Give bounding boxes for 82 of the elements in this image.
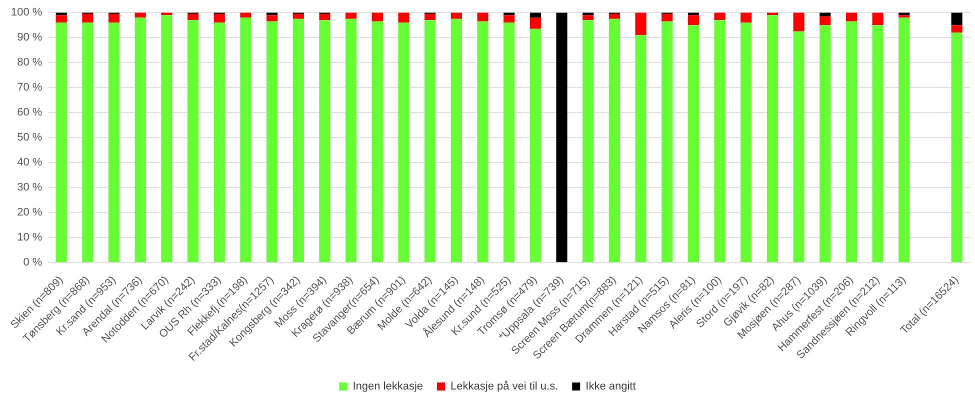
bar bbox=[820, 12, 831, 16]
bar bbox=[635, 35, 646, 262]
bar bbox=[134, 12, 146, 18]
bar bbox=[820, 16, 831, 26]
bar bbox=[398, 12, 410, 23]
bar bbox=[56, 22, 67, 262]
bar bbox=[608, 14, 620, 19]
bar bbox=[530, 12, 541, 18]
bar bbox=[346, 12, 357, 19]
bar bbox=[846, 21, 858, 262]
bar bbox=[608, 18, 620, 262]
y-tick-label: 60 % bbox=[17, 106, 42, 119]
bar bbox=[319, 14, 330, 20]
bar bbox=[424, 14, 436, 20]
bar bbox=[108, 22, 120, 262]
bar bbox=[372, 21, 383, 262]
bar bbox=[793, 31, 804, 262]
bar bbox=[820, 25, 831, 262]
bar bbox=[872, 12, 884, 26]
bar bbox=[766, 15, 778, 262]
bar bbox=[398, 22, 410, 262]
bar bbox=[688, 15, 699, 26]
bar bbox=[898, 18, 910, 262]
y-tick-label: 80 % bbox=[17, 56, 42, 69]
y-tick-label: 20 % bbox=[17, 206, 42, 219]
bar bbox=[582, 15, 594, 20]
bar bbox=[240, 12, 252, 18]
bar bbox=[714, 20, 726, 262]
bar bbox=[214, 14, 225, 23]
bar bbox=[898, 15, 910, 18]
bar bbox=[662, 14, 673, 22]
bar bbox=[82, 14, 94, 23]
bar bbox=[266, 21, 278, 262]
bar bbox=[108, 14, 120, 23]
bar bbox=[477, 21, 488, 262]
y-tick-label: 50 % bbox=[17, 132, 42, 144]
bar bbox=[530, 28, 541, 262]
legend-label: Ikke angitt bbox=[586, 380, 636, 393]
bar bbox=[161, 15, 172, 262]
bar bbox=[292, 18, 304, 262]
bar bbox=[582, 20, 594, 262]
bar bbox=[951, 32, 962, 262]
bar bbox=[372, 12, 383, 22]
bar bbox=[319, 20, 330, 262]
bar bbox=[556, 12, 568, 262]
bar bbox=[450, 12, 462, 19]
bar bbox=[530, 18, 541, 29]
bar bbox=[240, 18, 252, 262]
bar bbox=[188, 14, 199, 20]
bar bbox=[188, 20, 199, 262]
bar bbox=[740, 22, 752, 262]
bar bbox=[688, 25, 699, 262]
y-tick-label: 70 % bbox=[17, 82, 42, 94]
bar bbox=[635, 12, 646, 36]
bar bbox=[504, 22, 515, 262]
bar bbox=[346, 18, 357, 262]
legend-label: Lekkasje på vei til u.s. bbox=[450, 380, 558, 393]
bar bbox=[846, 12, 858, 22]
bar bbox=[424, 20, 436, 262]
bar bbox=[504, 15, 515, 23]
y-tick-label: 90 % bbox=[17, 32, 42, 44]
bar bbox=[951, 12, 962, 26]
y-tick-label: 100 % bbox=[10, 6, 42, 19]
bar bbox=[214, 22, 225, 262]
legend-label: Ingen lekkasje bbox=[352, 380, 424, 393]
bar bbox=[56, 15, 67, 23]
bar bbox=[477, 12, 488, 22]
y-tick-label: 30 % bbox=[17, 182, 42, 194]
bar bbox=[450, 18, 462, 262]
y-tick-label: 10 % bbox=[17, 232, 42, 244]
y-tick-label: 0 % bbox=[23, 256, 42, 269]
bar bbox=[951, 25, 962, 33]
bar bbox=[714, 12, 726, 20]
bar bbox=[793, 12, 804, 32]
bar bbox=[662, 21, 673, 262]
bar bbox=[740, 12, 752, 23]
y-tick-label: 40 % bbox=[17, 156, 42, 169]
bar bbox=[134, 18, 146, 262]
bar bbox=[872, 25, 884, 262]
bar bbox=[292, 14, 304, 19]
bar bbox=[266, 15, 278, 22]
bar bbox=[82, 22, 94, 262]
